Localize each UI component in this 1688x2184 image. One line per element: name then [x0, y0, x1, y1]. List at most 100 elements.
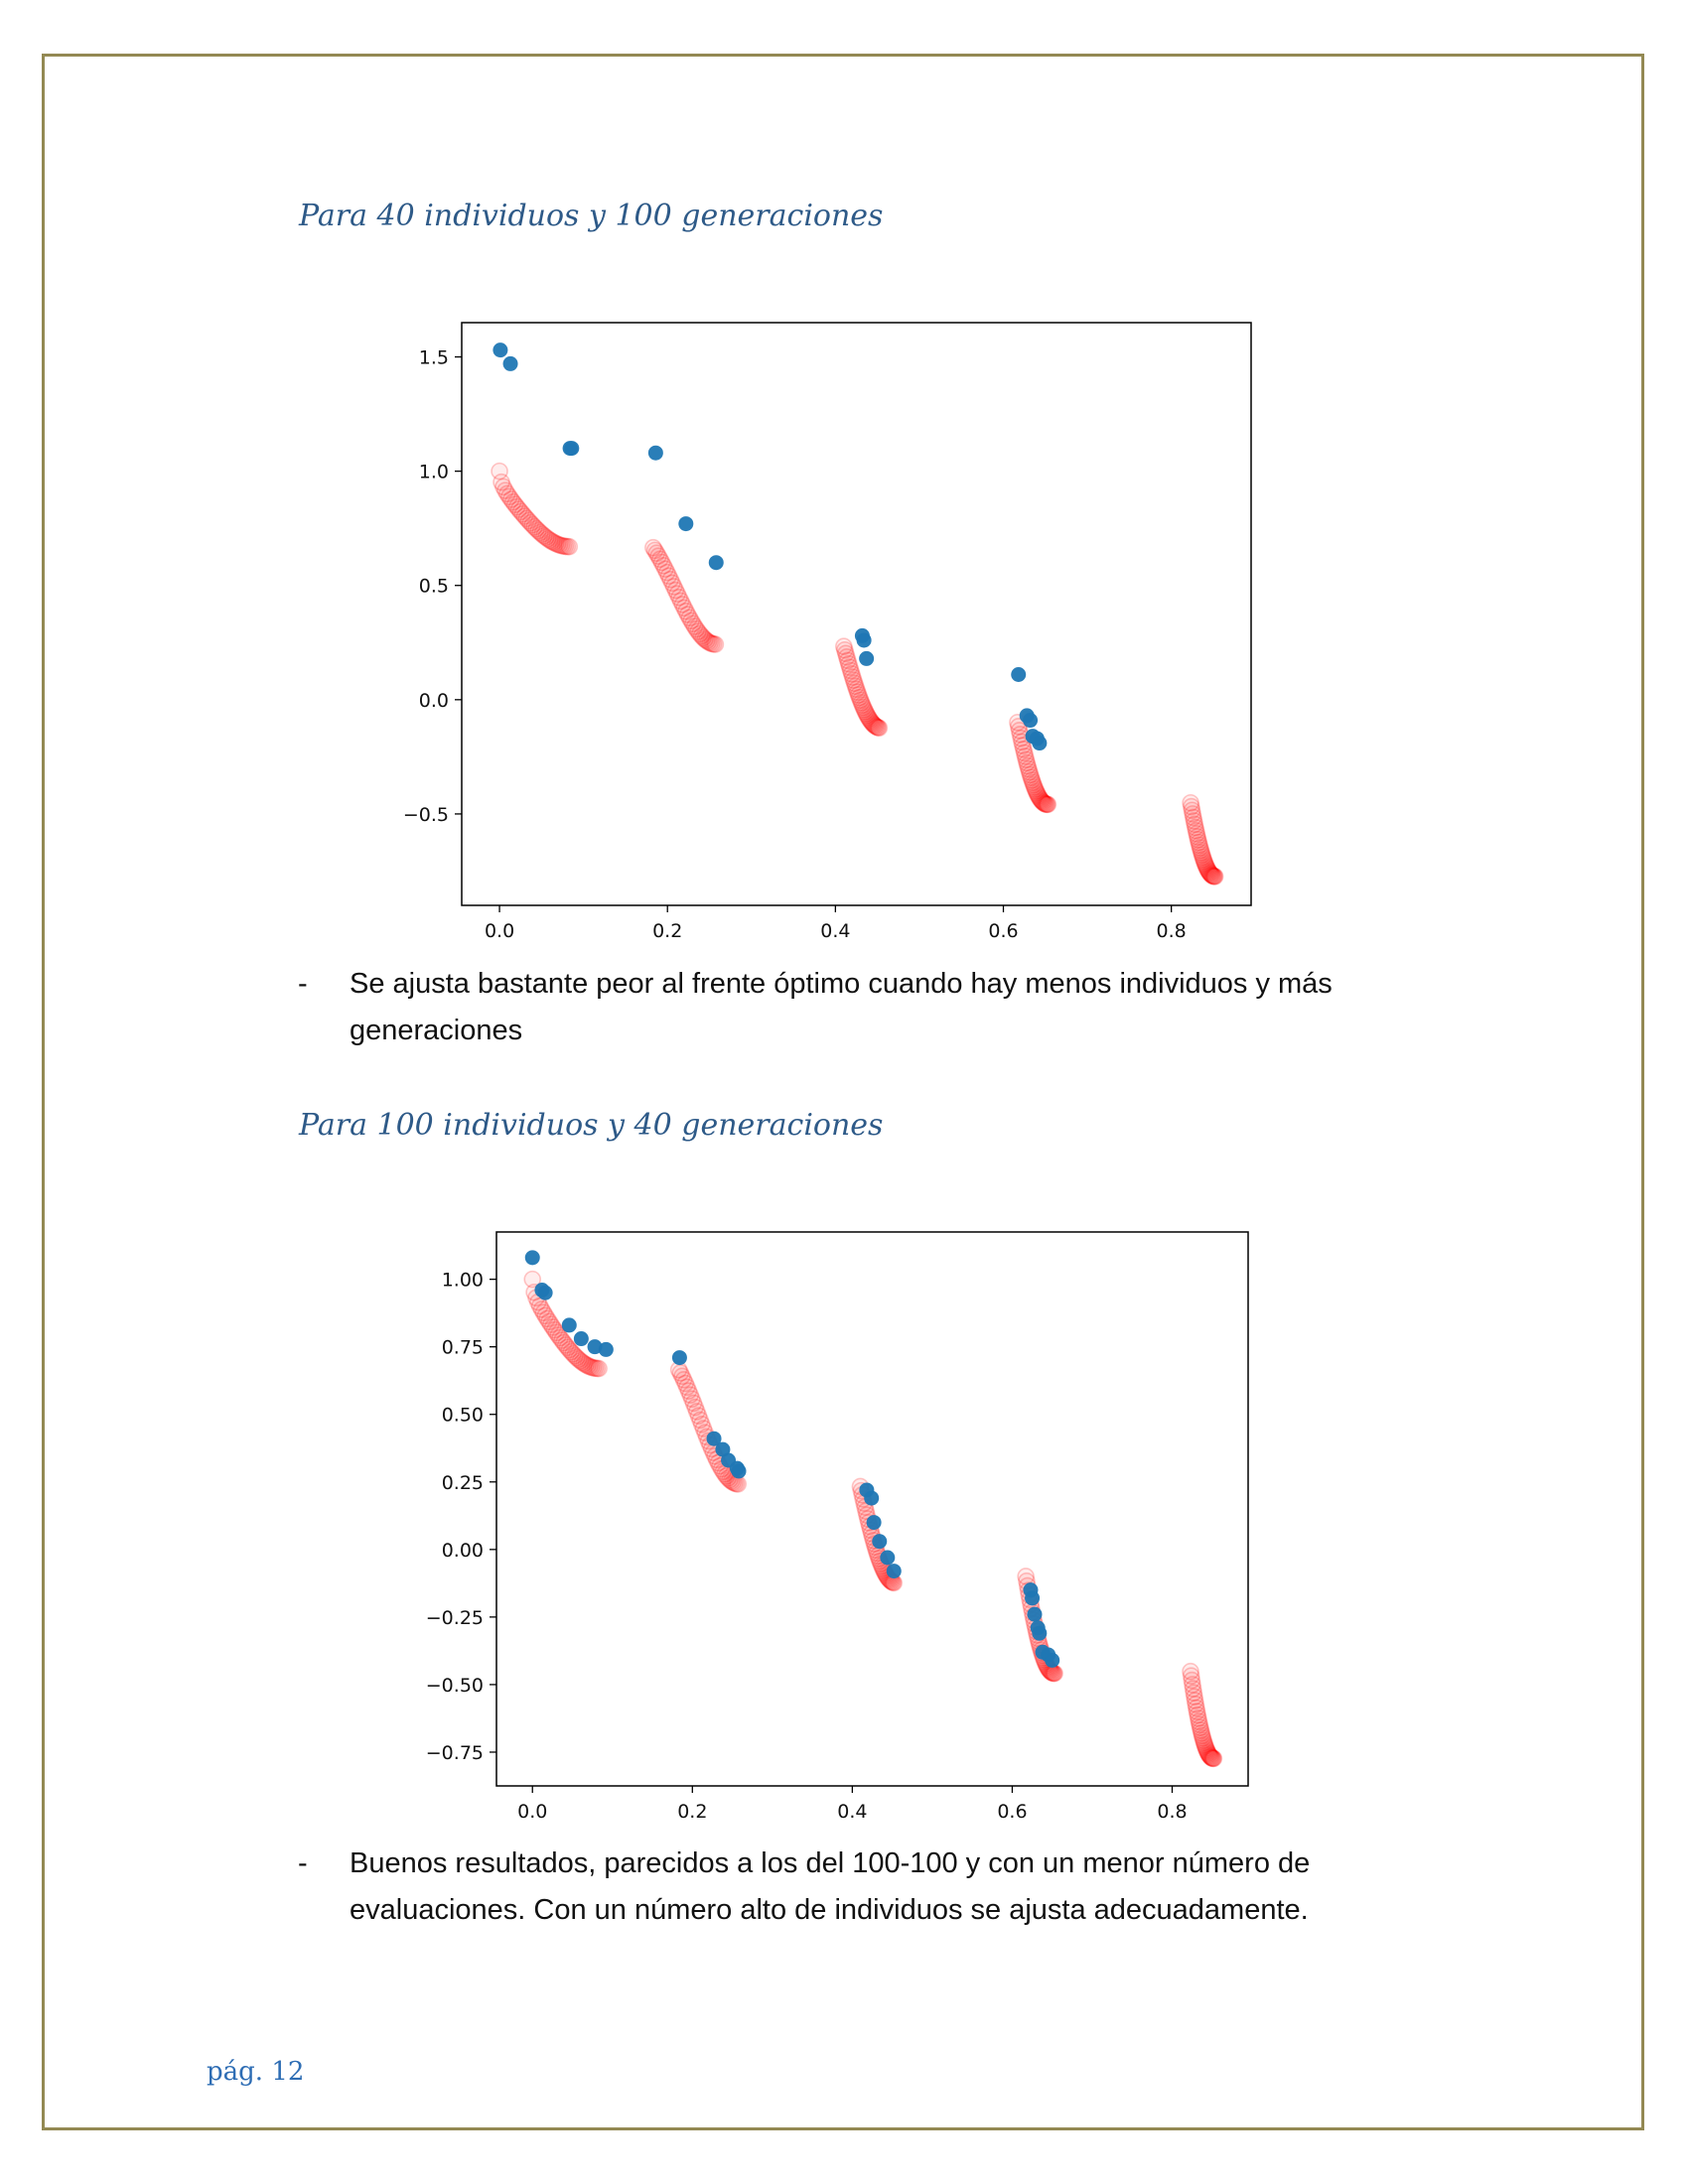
front-point [1182, 797, 1200, 816]
front-point [1188, 1699, 1205, 1717]
front-point [1188, 825, 1206, 843]
front-point [554, 537, 573, 555]
front-point [657, 563, 676, 582]
solution-point [872, 1534, 888, 1550]
front-point [1202, 866, 1221, 885]
front-point [577, 1355, 595, 1374]
x-tick-label: 0.8 [1157, 1801, 1187, 1823]
front-point [851, 691, 870, 710]
front-point [1031, 788, 1049, 807]
front-point [1196, 857, 1215, 876]
front-point [862, 713, 881, 731]
front-point [1205, 868, 1224, 886]
front-point [857, 705, 876, 723]
front-point [690, 624, 709, 643]
front-point [568, 1348, 586, 1367]
front-point [517, 509, 536, 528]
front-point [679, 1382, 698, 1400]
front-point [854, 698, 873, 717]
front-point [1033, 792, 1052, 810]
front-point [869, 719, 888, 737]
section-heading: Para 40 individuos y 100 generaciones [299, 199, 884, 233]
front-point [1203, 1749, 1221, 1767]
front-point [1036, 795, 1055, 813]
front-point [1015, 744, 1034, 762]
front-point [839, 654, 858, 673]
front-point [590, 1359, 608, 1378]
front-point [1184, 805, 1201, 823]
front-point [1204, 1749, 1223, 1768]
front-point [1029, 785, 1047, 804]
front-point [682, 612, 700, 630]
front-point [858, 706, 877, 725]
front-point [1190, 1712, 1208, 1730]
front-point [645, 541, 664, 560]
front-point [1024, 773, 1042, 792]
front-point [527, 519, 545, 538]
front-point [1025, 778, 1044, 796]
front-point [543, 1318, 562, 1336]
front-point [685, 617, 704, 635]
front-point [545, 1320, 564, 1339]
front-point [491, 462, 508, 480]
front-point [531, 523, 549, 542]
front-point [868, 718, 887, 737]
front-point [538, 1309, 556, 1328]
front-point [1195, 1731, 1212, 1749]
front-point [701, 633, 719, 652]
front-point [1021, 765, 1040, 784]
solution-point [671, 1350, 687, 1366]
front-point [1189, 828, 1206, 846]
front-point [1190, 833, 1208, 852]
front-point [553, 1331, 571, 1349]
front-point [867, 718, 886, 736]
solution-point [866, 1515, 882, 1531]
solution-point [864, 1490, 880, 1506]
front-point [511, 502, 530, 521]
front-point [1189, 1706, 1206, 1724]
front-point [525, 517, 543, 536]
front-point [571, 1352, 590, 1370]
front-point [1191, 839, 1209, 857]
y-tick-label: 1.5 [419, 347, 449, 369]
solution-point [561, 1317, 577, 1333]
front-point [673, 1367, 691, 1386]
front-point [542, 1315, 560, 1333]
front-point [1184, 1680, 1202, 1698]
front-point [1201, 1748, 1220, 1767]
front-point [1025, 775, 1043, 794]
front-point [1195, 850, 1212, 869]
front-point [1183, 1671, 1201, 1690]
front-point [505, 495, 524, 514]
front-point [530, 1297, 549, 1315]
solution-point [1023, 713, 1039, 729]
front-point [552, 536, 571, 555]
front-point [1030, 787, 1048, 806]
front-point [555, 1333, 573, 1352]
front-point [575, 1354, 594, 1373]
front-point [1196, 1737, 1214, 1756]
front-point [1015, 740, 1033, 758]
front-point [1195, 1733, 1213, 1752]
front-point [1200, 1746, 1218, 1764]
bullet-text: Se ajusta bastante peor al frente óptimo… [350, 968, 1333, 1046]
front-point [671, 592, 690, 611]
front-point [1185, 812, 1203, 830]
x-tick-label: 0.0 [517, 1801, 547, 1823]
front-point [1039, 795, 1057, 814]
front-point [558, 537, 577, 556]
front-point [692, 1415, 711, 1433]
front-point [846, 677, 865, 696]
front-point [1035, 794, 1053, 812]
front-point [673, 596, 692, 614]
front-point [863, 714, 882, 733]
y-tick-label: −0.50 [426, 1675, 484, 1697]
solution-point [708, 555, 724, 571]
front-point [688, 1403, 706, 1421]
front-point [659, 567, 678, 585]
plot-frame [461, 322, 1252, 906]
front-point [677, 602, 695, 620]
y-tick-label: −0.25 [426, 1607, 484, 1629]
front-point [1196, 856, 1214, 874]
solution-point [886, 1564, 902, 1579]
